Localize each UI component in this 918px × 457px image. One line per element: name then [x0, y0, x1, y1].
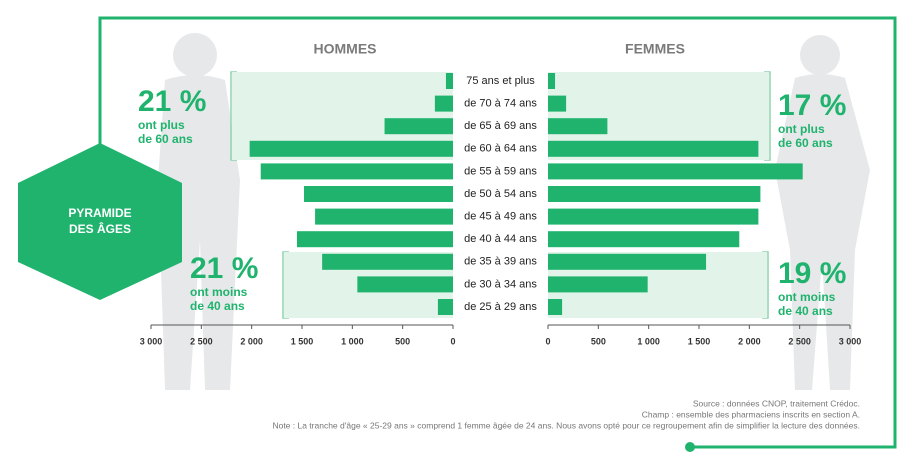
- category-label: de 60 à 64 ans: [464, 143, 537, 155]
- x-tick-label: 0: [450, 336, 455, 346]
- x-tick-label: 2 000: [738, 336, 761, 346]
- annotation-text: ont plus: [778, 122, 825, 136]
- x-tick-label: 2 000: [240, 336, 263, 346]
- x-tick-label: 2 500: [190, 336, 213, 346]
- bar: [315, 208, 453, 225]
- bar: [548, 118, 608, 135]
- bar: [548, 253, 707, 270]
- x-tick-label: 500: [395, 336, 410, 346]
- annotation-value: 19 %: [778, 257, 846, 290]
- badge: [18, 143, 182, 300]
- bar: [548, 163, 803, 180]
- annotation-text: de 40 ans: [778, 304, 833, 318]
- series-label: FEMMES: [625, 41, 685, 57]
- bar: [437, 299, 453, 315]
- category-label: de 70 à 74 ans: [464, 98, 537, 110]
- annotation-text: ont plus: [138, 118, 185, 132]
- annotation-text: de 40 ans: [190, 299, 245, 313]
- silhouettes: [158, 33, 870, 390]
- category-label: de 50 à 54 ans: [464, 188, 537, 200]
- badge-text: PYRAMIDE: [68, 206, 131, 220]
- x-tick-label: 3 000: [839, 336, 862, 346]
- bar: [548, 299, 563, 315]
- annotation-text: de 60 ans: [778, 136, 833, 150]
- frame-dot: [685, 442, 695, 452]
- x-tick-label: 1 000: [341, 336, 364, 346]
- note: Champ : ensemble des pharmaciens inscrit…: [642, 409, 860, 419]
- annotation-text: ont moins: [190, 285, 248, 299]
- bar: [322, 253, 453, 270]
- x-tick-label: 0: [545, 336, 550, 346]
- bar: [548, 140, 759, 157]
- bar: [548, 95, 567, 112]
- bar: [249, 140, 453, 157]
- frame: [98, 16, 897, 449]
- bar: [434, 95, 453, 112]
- annotation-value: 21 %: [138, 85, 206, 118]
- category-label: 75 ans et plus: [466, 75, 535, 87]
- category-label: de 65 à 69 ans: [464, 120, 537, 132]
- annotation-text: de 60 ans: [138, 132, 193, 146]
- badge-text: DES ÂGES: [69, 221, 131, 236]
- bar: [548, 276, 648, 293]
- x-tick-label: 3 000: [140, 336, 163, 346]
- x-tick-label: 500: [591, 336, 606, 346]
- category-label: de 55 à 59 ans: [464, 165, 537, 177]
- note: Note : La tranche d'âge « 25-29 ans » co…: [272, 420, 860, 430]
- bar: [548, 186, 761, 202]
- bar: [304, 186, 453, 202]
- category-label: de 45 à 49 ans: [464, 211, 537, 223]
- x-tick-label: 1 500: [291, 336, 314, 346]
- category-label: de 30 à 34 ans: [464, 278, 537, 290]
- bar: [384, 118, 453, 135]
- x-tick-label: 1 500: [688, 336, 711, 346]
- bar: [548, 231, 740, 248]
- annotation-value: 21 %: [190, 252, 258, 285]
- x-tick-label: 1 000: [637, 336, 660, 346]
- note: Source : données CNOP, traitement Crédoc…: [693, 398, 860, 408]
- series-label: HOMMES: [314, 41, 377, 57]
- bar: [296, 231, 453, 248]
- bar: [548, 208, 759, 225]
- bar: [357, 276, 453, 293]
- bar: [548, 73, 556, 89]
- category-label: de 35 à 39 ans: [464, 256, 537, 268]
- bar: [260, 163, 453, 180]
- category-label: de 25 à 29 ans: [464, 301, 537, 313]
- bar: [445, 73, 453, 89]
- category-label: de 40 à 44 ans: [464, 233, 537, 245]
- annotation-text: ont moins: [778, 290, 836, 304]
- x-tick-label: 2 500: [788, 336, 811, 346]
- annotation-value: 17 %: [778, 89, 846, 122]
